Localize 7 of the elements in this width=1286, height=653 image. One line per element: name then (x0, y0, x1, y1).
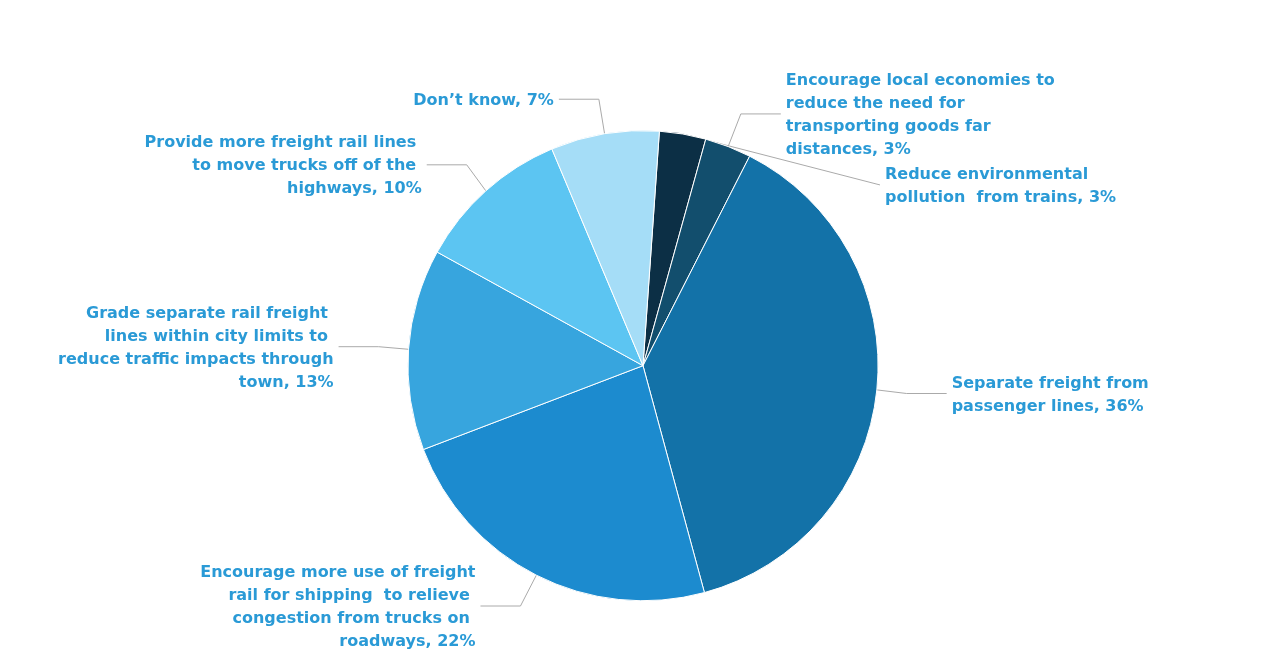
slice-label: Encourage local economies to reduce the need for transporting goods far distances, 3% (785, 69, 1061, 158)
slice-label: Separate freight from passenger lines, 36% (951, 372, 1155, 415)
slice-label: Provide more freight rail lines to move trucks off of the highways, 10% (144, 132, 422, 198)
slice-label: Grade separate rail freight lines within city limits to reduce traffic impacts through town, 13% (58, 302, 334, 391)
slice-label: Encourage more use of freight rail for shipping to relieve congestion from trucks on roadways, 22% (200, 562, 476, 650)
slice-label: Don’t know, 7% (413, 89, 554, 109)
slice-label: Reduce environmental pollution from trains, 3% (884, 163, 1117, 206)
